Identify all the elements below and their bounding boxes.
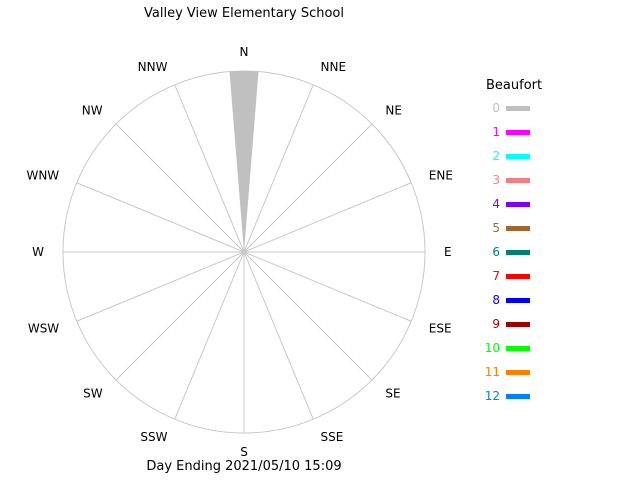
legend-label-6: 6 — [492, 245, 500, 259]
direction-label-e: E — [444, 245, 452, 259]
direction-label-ene: ENE — [429, 169, 453, 183]
legend-label-10: 10 — [485, 341, 500, 355]
spoke-sse — [243, 251, 314, 420]
spoke-nnw — [174, 84, 245, 253]
legend-label-7: 7 — [492, 269, 500, 283]
legend-swatch-0 — [506, 106, 530, 111]
legend-label-3: 3 — [492, 173, 500, 187]
direction-label-nnw: NNW — [138, 60, 168, 74]
petal-n-beaufort-0 — [229, 71, 259, 252]
direction-label-sw: SW — [83, 386, 103, 400]
spoke-ssw — [174, 251, 245, 420]
legend-title: Beaufort — [486, 78, 543, 93]
legend-swatch-11 — [506, 370, 530, 375]
spoke-nne — [243, 84, 314, 253]
chart-title: Valley View Elementary School — [144, 6, 344, 21]
legend-label-4: 4 — [492, 197, 500, 211]
legend-swatch-7 — [506, 274, 530, 279]
direction-label-wsw: WSW — [28, 322, 59, 336]
legend-swatch-10 — [506, 346, 530, 351]
legend-swatch-4 — [506, 202, 530, 207]
legend-swatch-8 — [506, 298, 530, 303]
direction-label-ne: NE — [385, 104, 402, 118]
legend-label-1: 1 — [492, 125, 500, 139]
wind-petals — [229, 71, 259, 252]
direction-label-ssw: SSW — [140, 430, 167, 444]
legend-swatch-6 — [506, 250, 530, 255]
direction-label-n: N — [240, 45, 249, 59]
spoke-ne — [243, 123, 373, 253]
direction-label-w: W — [32, 245, 44, 259]
legend-swatch-3 — [506, 178, 530, 183]
legend-label-8: 8 — [492, 293, 500, 307]
spoke-ese — [243, 251, 412, 322]
legend-label-9: 9 — [492, 317, 500, 331]
legend-label-12: 12 — [485, 389, 500, 403]
direction-label-ese: ESE — [429, 322, 452, 336]
direction-label-nw: NW — [82, 104, 103, 118]
legend-label-2: 2 — [492, 149, 500, 163]
direction-label-nne: NNE — [321, 60, 347, 74]
legend-swatch-5 — [506, 226, 530, 231]
legend-swatch-9 — [506, 322, 530, 327]
direction-labels: N NNE NE ENE E ESE SE SSE S SSW SW WSW W WNW NW NNW — [26, 45, 452, 459]
spoke-wnw — [76, 182, 245, 253]
legend-label-11: 11 — [485, 365, 500, 379]
direction-label-s: S — [240, 445, 248, 459]
legend-label-5: 5 — [492, 221, 500, 235]
direction-label-sse: SSE — [321, 430, 344, 444]
direction-label-se: SE — [385, 386, 400, 400]
legend-label-0: 0 — [492, 101, 500, 115]
legend-swatch-12 — [506, 394, 530, 399]
legend-swatch-2 — [506, 154, 530, 159]
spoke-wsw — [76, 251, 245, 322]
chart-footer: Day Ending 2021/05/10 15:09 — [146, 459, 342, 474]
spoke-sw — [115, 251, 245, 381]
legend-swatch-1 — [506, 130, 530, 135]
polar-grid — [62, 70, 426, 434]
spoke-se — [243, 251, 373, 381]
direction-label-wnw: WNW — [26, 169, 59, 183]
spoke-nw — [115, 123, 245, 253]
spoke-ene — [243, 182, 412, 253]
